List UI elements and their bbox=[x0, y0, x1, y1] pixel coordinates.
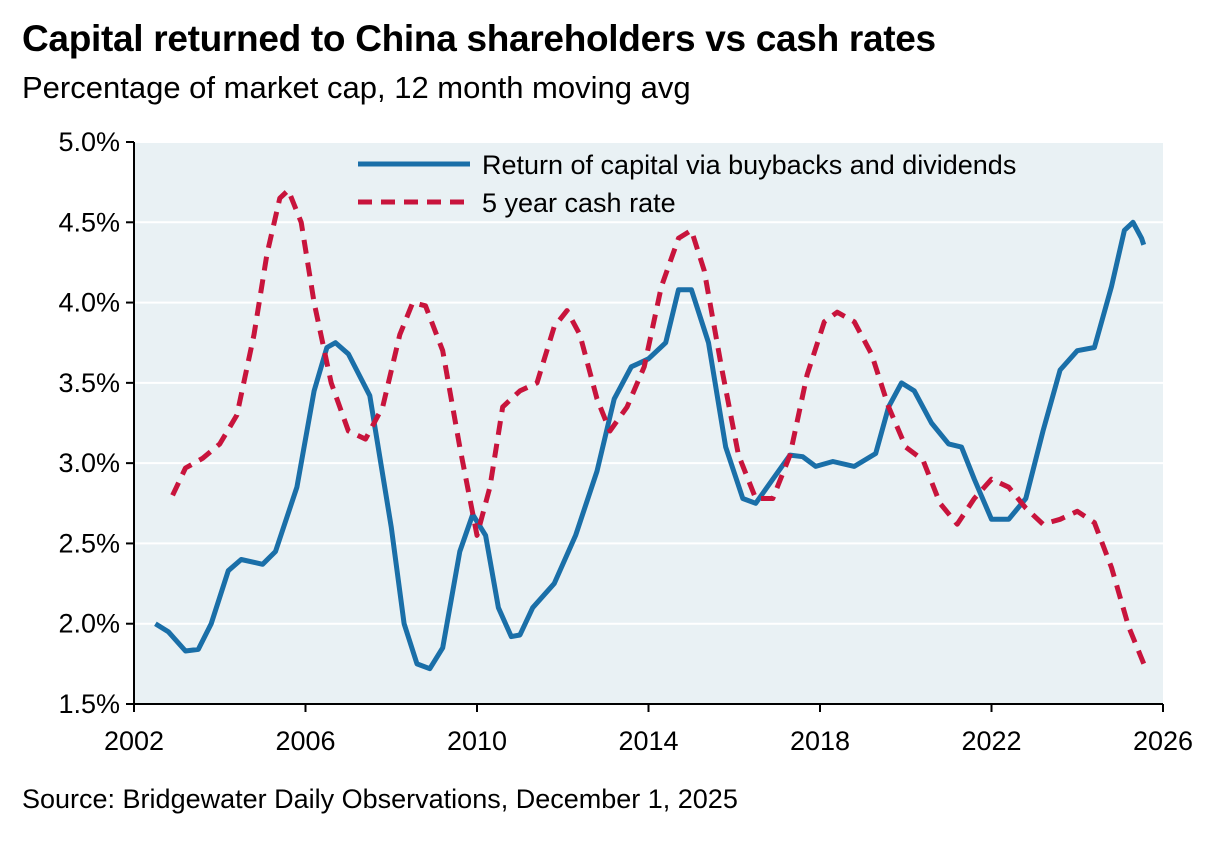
y-tick-label: 4.5% bbox=[58, 207, 120, 237]
legend-label: Return of capital via buybacks and divid… bbox=[482, 150, 1016, 180]
y-tick-label: 2.0% bbox=[58, 609, 120, 639]
legend-label: 5 year cash rate bbox=[482, 188, 676, 218]
x-tick-label: 2018 bbox=[790, 726, 850, 756]
y-tick-label: 5.0% bbox=[58, 127, 120, 157]
y-tick-label: 1.5% bbox=[58, 689, 120, 719]
gridlines bbox=[134, 141, 1163, 625]
y-tick-label: 2.5% bbox=[58, 528, 120, 558]
x-tick-label: 2010 bbox=[447, 726, 507, 756]
source-note: Source: Bridgewater Daily Observations, … bbox=[22, 784, 738, 814]
x-tick-label: 2006 bbox=[275, 726, 335, 756]
x-tick-label: 2026 bbox=[1133, 726, 1193, 756]
x-tick-label: 2002 bbox=[104, 726, 164, 756]
y-tick-label: 4.0% bbox=[58, 288, 120, 318]
axes: 1.5% 2.0% 2.5% 3.0% 3.5% 4.0% 4.5% 5.0% 2002 2006… bbox=[58, 127, 1193, 756]
y-tick-label: 3.5% bbox=[58, 368, 120, 398]
series-line-cash-rate bbox=[170, 187, 1149, 670]
legend: Return of capital via buybacks and divid… bbox=[358, 150, 1016, 218]
y-tick-label: 3.0% bbox=[58, 448, 120, 478]
series-layer bbox=[154, 187, 1149, 672]
chart-subtitle: Percentage of market cap, 12 month movin… bbox=[22, 70, 691, 105]
chart-title: Capital returned to China shareholders v… bbox=[22, 18, 936, 59]
x-tick-label: 2022 bbox=[961, 726, 1021, 756]
plot-area bbox=[134, 142, 1163, 704]
x-tick-label: 2014 bbox=[618, 726, 678, 756]
